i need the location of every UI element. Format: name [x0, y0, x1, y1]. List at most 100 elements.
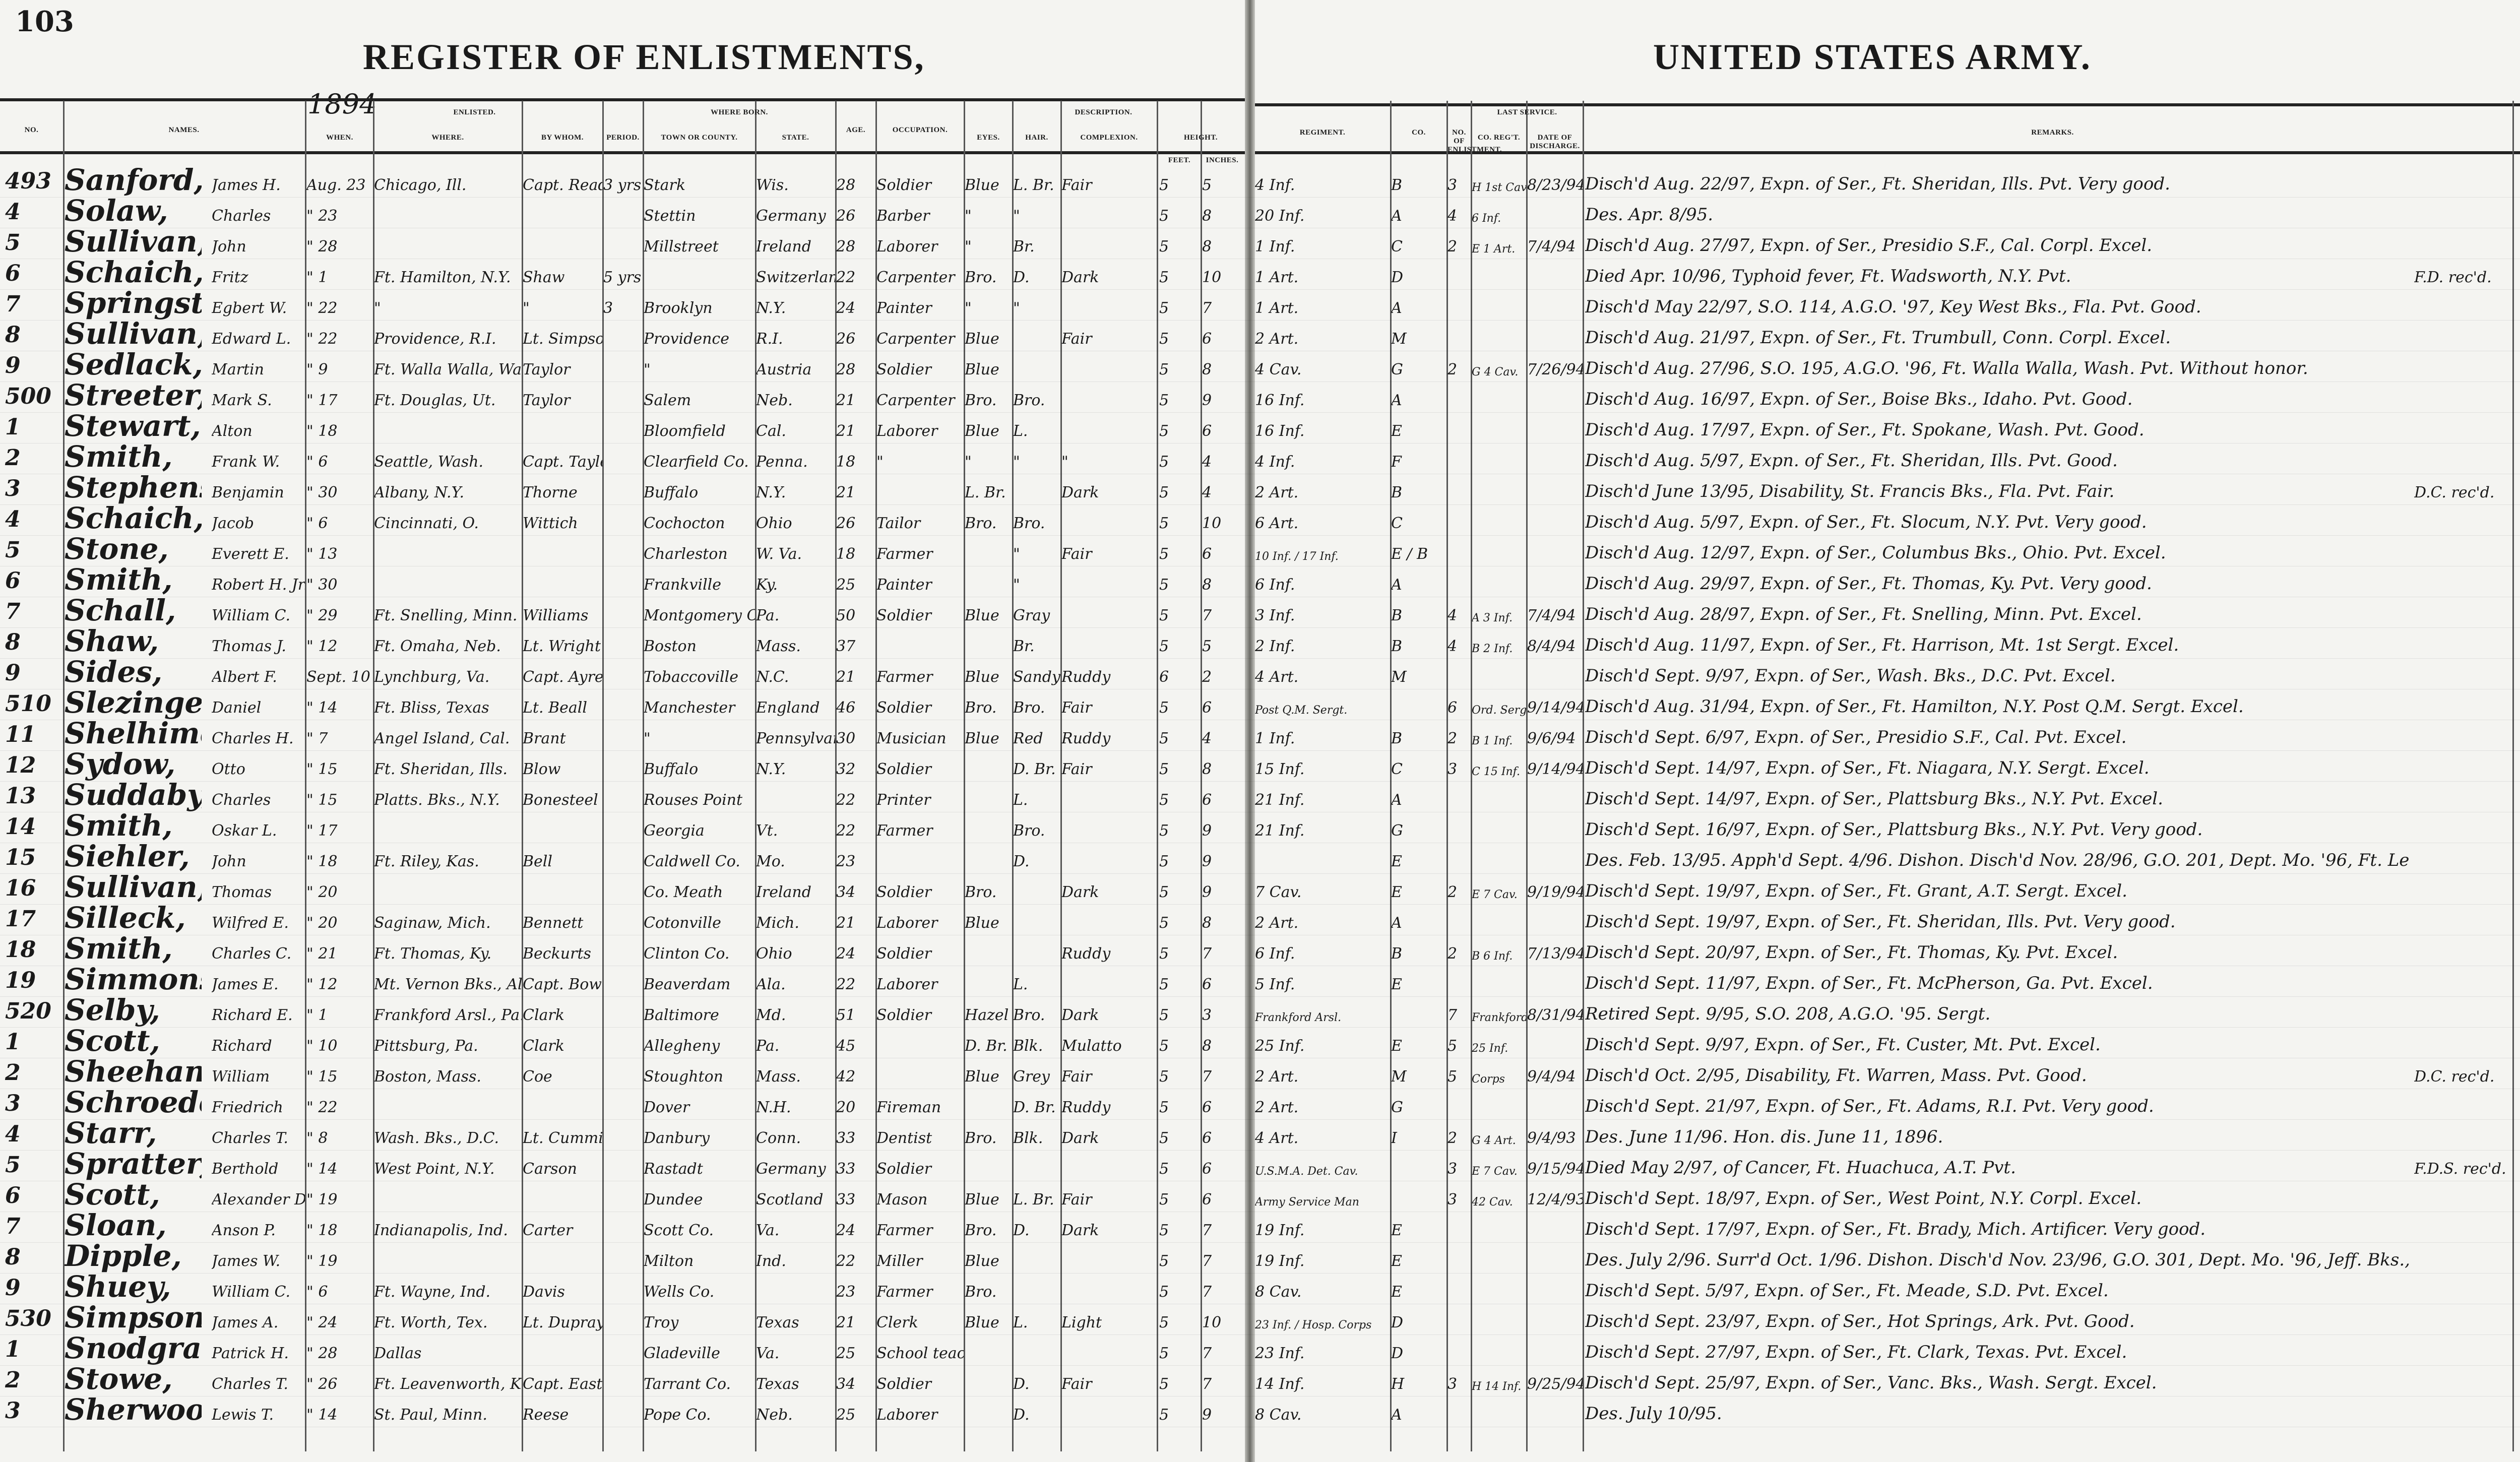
cell-no: 5: [5, 230, 21, 256]
cell-enl-no: 4: [1447, 638, 1458, 655]
cell-eyes: Blue: [965, 914, 999, 932]
cell-no: 7: [5, 599, 21, 624]
cell-state: Ireland: [756, 883, 811, 901]
cell-given: Lewis T.: [212, 1406, 274, 1424]
cell-height-in: 8: [1202, 1037, 1212, 1055]
cell-given: Alton: [212, 422, 253, 440]
cell-age: 21: [836, 668, 856, 686]
cell-last-co-regt: H 14 Inf.: [1472, 1380, 1522, 1393]
cell-last-co-regt: B 1 Inf.: [1472, 735, 1513, 747]
cell-height-ft: 5: [1159, 1129, 1169, 1147]
register-row: 7 Sloan, Anson P. " 18 Indianapolis, Ind. Car…: [0, 1208, 2520, 1243]
cell-no: 9: [5, 1275, 21, 1301]
cell-discharge-date: 9/25/94: [1527, 1375, 1583, 1393]
cell-co: A: [1391, 392, 1402, 409]
cell-by-whom: Bell: [523, 853, 552, 870]
cell-complexion: Dark: [1061, 1222, 1099, 1239]
cell-regiment: 2 Art.: [1255, 914, 1299, 932]
cell-hair: ": [1013, 453, 1020, 471]
cell-co: B: [1391, 607, 1403, 624]
cell-surname: Schaich,: [65, 501, 202, 535]
cell-co: B: [1391, 484, 1403, 501]
cell-height-in: 6: [1202, 1160, 1212, 1178]
cell-regiment: 4 Art.: [1255, 1129, 1299, 1147]
cell-hair: Grey: [1013, 1068, 1050, 1086]
cell-when: " 20: [306, 914, 338, 932]
cell-no: 7: [5, 1214, 21, 1239]
cell-where: Ft. Bliss, Texas: [374, 699, 489, 717]
cell-occupation: Tailor: [876, 515, 921, 532]
cell-occupation: Soldier: [876, 607, 932, 624]
cell-height-in: 5: [1202, 638, 1212, 655]
cell-town: Caldwell Co.: [644, 853, 740, 870]
cell-hair: Br.: [1013, 638, 1035, 655]
cell-age: 28: [836, 361, 856, 378]
register-row: 5 Spratter, Berthold " 14 West Point, N.Y. Ca…: [0, 1147, 2520, 1181]
cell-surname: Simpson,: [65, 1300, 202, 1334]
cell-height-ft: 5: [1159, 515, 1169, 532]
cell-surname: Silleck,: [65, 901, 186, 935]
cell-when: " 18: [306, 1222, 338, 1239]
cell-enl-no: 2: [1447, 238, 1458, 256]
cell-no: 5: [5, 1152, 21, 1178]
cell-height-in: 6: [1202, 545, 1212, 563]
cell-where: St. Paul, Minn.: [374, 1406, 487, 1424]
cell-hair: Bro.: [1013, 1006, 1045, 1024]
cell-occupation: Miller: [876, 1252, 923, 1270]
cell-no: 3: [5, 1398, 21, 1424]
cell-state: N.C.: [756, 668, 789, 686]
cell-height-ft: 5: [1159, 822, 1169, 840]
cell-given: Otto: [212, 760, 245, 778]
cell-occupation: Soldier: [876, 1160, 932, 1178]
cell-age: 24: [836, 1222, 856, 1239]
cell-state: Germany: [756, 1160, 826, 1178]
cell-occupation: Soldier: [876, 699, 932, 717]
cell-last-co-regt: G 4 Art.: [1472, 1134, 1516, 1147]
cell-age: 30: [836, 730, 856, 747]
cell-when: " 30: [306, 576, 338, 594]
cell-regiment: 6 Art.: [1255, 515, 1299, 532]
cell-height-ft: 5: [1159, 576, 1169, 594]
cell-town: Dundee: [644, 1191, 703, 1209]
cell-eyes: Bro.: [965, 1283, 997, 1301]
register-row: 500 Streeter, Mark S. " 17 Ft. Douglas, Ut. T…: [0, 378, 2520, 413]
cell-remarks: Disch'd Sept. 25/97, Expn. of Ser., Vanc…: [1585, 1373, 2157, 1393]
cell-where: Platts. Bks., N.Y.: [374, 791, 500, 809]
cell-complexion: Dark: [1061, 1006, 1099, 1024]
cell-no: 2: [5, 1060, 21, 1086]
cell-height-in: 6: [1202, 1129, 1212, 1147]
cell-surname: Dipple,: [65, 1239, 182, 1273]
cell-town: Allegheny: [644, 1037, 720, 1055]
cell-co: F: [1391, 453, 1402, 471]
cell-height-in: 9: [1202, 392, 1212, 409]
cell-where: Indianapolis, Ind.: [374, 1222, 508, 1239]
cell-co: M: [1391, 668, 1407, 686]
cell-remarks: Disch'd Aug. 5/97, Expn. of Ser., Ft. Sh…: [1585, 451, 2118, 471]
cell-no: 3: [5, 476, 21, 501]
header-date-discharge: Date of Discharge.: [1530, 134, 1580, 150]
cell-remarks: Disch'd June 13/95, Disability, St. Fran…: [1585, 481, 2115, 501]
cell-surname: Spratter,: [65, 1147, 202, 1181]
cell-surname: Smith,: [65, 439, 173, 474]
cell-when: " 29: [306, 607, 338, 624]
cell-eyes: Bro.: [965, 392, 997, 409]
cell-eyes: Bro.: [965, 515, 997, 532]
cell-no: 493: [5, 168, 51, 194]
cell-complexion: Ruddy: [1061, 668, 1111, 686]
cell-regiment: 4 Art.: [1255, 668, 1299, 686]
cell-by-whom: Capt. Bowen: [523, 976, 602, 993]
cell-regiment: 2 Art.: [1255, 1068, 1299, 1086]
cell-height-in: 8: [1202, 760, 1212, 778]
register-row: 3 Stephenson, Benjamin " 30 Albany, N.Y. Thor…: [0, 470, 2520, 505]
cell-occupation: Carpenter: [876, 330, 955, 348]
cell-remarks: Disch'd Aug. 16/97, Expn. of Ser., Boise…: [1585, 389, 2133, 409]
cell-when: " 7: [306, 730, 328, 747]
cell-co: E / B: [1391, 545, 1428, 563]
cell-remarks: Disch'd Aug. 27/97, Expn. of Ser., Presi…: [1585, 235, 2153, 256]
cell-state: N.Y.: [756, 760, 786, 778]
cell-state: Mass.: [756, 638, 801, 655]
cell-height-ft: 5: [1159, 1099, 1169, 1116]
header-names: Names.: [168, 126, 200, 134]
register-row: 19 Simmons, James E. " 12 Mt. Vernon Bks., A…: [0, 962, 2520, 997]
register-row: 1 Snodgrass, Patrick H. " 28 Dallas Gladevill…: [0, 1331, 2520, 1366]
